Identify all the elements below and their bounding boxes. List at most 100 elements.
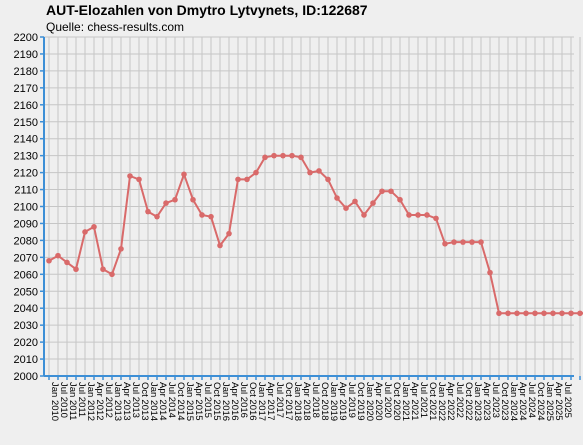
- data-point: [505, 310, 511, 317]
- data-point: [478, 239, 484, 245]
- x-tick-label: Oct 2020: [391, 382, 402, 421]
- x-tick-label: Oct 2021: [427, 382, 438, 421]
- x-tick-label: Jan 2014: [148, 382, 159, 421]
- x-tick-label: Jan 2018: [292, 382, 303, 421]
- data-point: [343, 205, 349, 211]
- data-point: [280, 152, 286, 159]
- x-tick-label: Jan 2023: [472, 382, 483, 421]
- y-tick-label: 2090: [14, 218, 38, 230]
- x-tick-label: Jan 2011: [67, 382, 78, 420]
- y-tick-label: 2120: [14, 168, 38, 180]
- data-point: [361, 212, 367, 218]
- x-tick-label: Apr 2016: [229, 382, 240, 421]
- x-tick-label: Oct 2016: [247, 382, 258, 421]
- y-tick-label: 2100: [14, 202, 38, 214]
- data-point: [325, 176, 331, 183]
- x-tick-label: Apr 2019: [337, 382, 348, 421]
- x-tick-label: Jan 2016: [220, 382, 231, 421]
- x-tick-label: Jul 2021: [418, 382, 429, 418]
- data-point: [370, 200, 376, 206]
- x-tick-label: Oct 2014: [175, 382, 186, 421]
- data-point: [262, 154, 268, 161]
- y-axis-ticks: 2000 2010 2020 2030 2040 2050 2060 2070 2080 2090…: [14, 32, 44, 383]
- y-tick-label: 2080: [14, 235, 38, 247]
- chart-subtitle: Quelle: chess-results.com: [46, 20, 185, 34]
- data-point: [145, 208, 151, 215]
- x-tick-label: Jan 2024: [508, 382, 519, 421]
- x-tick-label: Apr 2023: [481, 382, 492, 421]
- data-point: [379, 188, 385, 195]
- data-point: [163, 200, 169, 206]
- x-tick-label: Jan 2020: [364, 382, 375, 421]
- data-point: [82, 229, 88, 235]
- data-point: [136, 176, 142, 183]
- data-point: [541, 310, 547, 317]
- data-point: [307, 169, 313, 176]
- x-tick-label: Oct 2023: [499, 382, 510, 421]
- chart-title: AUT-Elozahlen von Dmytro Lytvynets, ID:1…: [46, 2, 368, 18]
- data-point: [181, 171, 187, 178]
- y-tick-label: 2130: [14, 151, 38, 163]
- y-tick-label: 2170: [14, 83, 38, 95]
- data-point: [199, 212, 205, 218]
- data-point: [244, 176, 250, 183]
- y-tick-label: 2060: [14, 269, 38, 281]
- y-tick-label: 2200: [14, 32, 38, 44]
- grid: [44, 36, 581, 377]
- data-point: [64, 259, 70, 266]
- data-point: [226, 230, 232, 237]
- x-tick-label: Jul 2016: [238, 382, 249, 418]
- y-tick-label: 2180: [14, 66, 38, 78]
- data-point: [118, 246, 124, 252]
- data-point: [55, 252, 61, 259]
- x-tick-label: Jan 2012: [85, 382, 96, 421]
- x-tick-label: Jul 2024: [526, 382, 537, 418]
- data-point: [469, 239, 475, 245]
- x-tick-label: Apr 2013: [121, 382, 132, 421]
- data-point: [172, 196, 178, 203]
- x-tick-label: Oct 2019: [355, 382, 366, 421]
- data-point: [154, 213, 160, 220]
- x-tick-label: Jan 2017: [256, 382, 267, 421]
- x-tick-label: Apr 2015: [193, 382, 204, 421]
- x-tick-label: Jul 2022: [454, 382, 465, 418]
- x-tick-label: Apr 2025: [553, 382, 564, 421]
- x-tick-label: Oct 2022: [463, 382, 474, 421]
- data-point: [127, 173, 133, 179]
- data-point: [433, 215, 439, 222]
- data-point: [523, 310, 529, 317]
- data-point: [298, 154, 304, 161]
- x-tick-label: Jul 2014: [166, 382, 177, 418]
- x-tick-label: Jul 2012: [103, 382, 114, 418]
- data-point: [46, 257, 52, 264]
- x-tick-label: Jul 2017: [274, 382, 285, 418]
- x-tick-label: Apr 2020: [373, 382, 384, 421]
- data-point: [514, 310, 520, 317]
- x-tick-label: Jan 2015: [184, 382, 195, 421]
- y-tick-label: 2070: [14, 252, 38, 264]
- data-point: [460, 239, 466, 245]
- x-tick-label: Jul 2025: [562, 382, 573, 418]
- x-tick-label: Apr 2024: [517, 382, 528, 421]
- x-tick-label: Apr 2022: [445, 382, 456, 421]
- data-point: [532, 310, 538, 317]
- x-tick-label: Jul 2018: [310, 382, 321, 418]
- y-tick-label: 2110: [14, 185, 38, 197]
- data-point: [406, 212, 412, 218]
- x-tick-label: Jul 2015: [202, 382, 213, 418]
- x-tick-label: Apr 2014: [157, 382, 168, 421]
- x-tick-label: Jul 2023: [490, 382, 501, 418]
- data-point: [100, 266, 106, 273]
- data-point: [190, 196, 196, 203]
- data-point: [550, 310, 556, 317]
- data-point: [397, 196, 403, 203]
- data-point: [109, 271, 115, 278]
- x-tick-label: Oct 2013: [139, 382, 150, 421]
- data-point: [415, 212, 421, 218]
- y-tick-label: 2040: [14, 303, 38, 315]
- data-point: [253, 169, 259, 176]
- data-point: [235, 176, 241, 183]
- data-point: [289, 152, 295, 159]
